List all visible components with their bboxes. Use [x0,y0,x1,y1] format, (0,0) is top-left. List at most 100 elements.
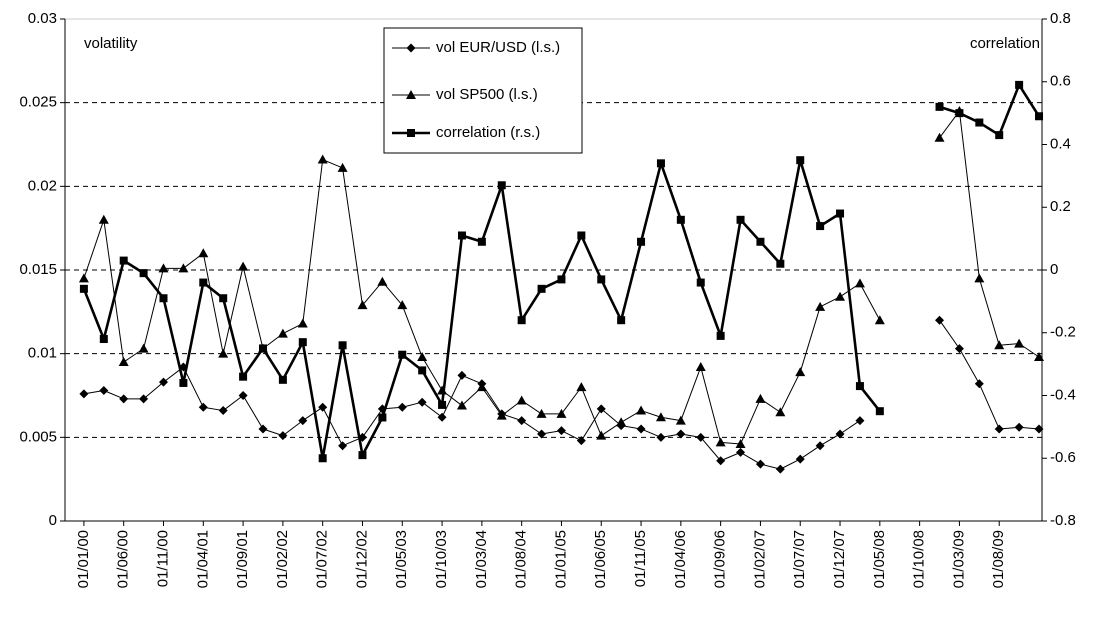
x-tick-label: 01/11/00 [154,530,171,587]
marker [158,377,168,387]
x-tick-label: 01/04/06 [672,530,689,588]
x-tick-label: 01/01/05 [552,530,569,588]
marker [755,393,766,403]
x-tick-label: 01/03/09 [950,530,967,588]
marker [796,156,805,165]
marker [576,382,587,392]
x-tick-label: 01/11/05 [632,530,649,587]
marker [457,370,467,380]
y2-tick-label: -0.6 [1050,449,1076,466]
marker [179,378,188,387]
marker [954,344,964,354]
y-tick-label: 0.025 [19,94,57,111]
marker [516,395,527,405]
legend-label: correlation (r.s.) [436,124,540,141]
marker [1035,112,1044,121]
legend-label: vol EUR/USD (l.s.) [436,39,560,56]
marker [955,109,964,118]
x-tick-label: 01/04/01 [194,530,211,588]
marker [119,256,128,265]
y-tick-label: 0.02 [28,177,57,194]
marker [198,248,209,258]
marker [437,412,447,422]
y-tick-label: 0.03 [28,10,57,27]
y2-tick-label: 0 [1050,261,1058,278]
marker [1014,422,1024,432]
marker [815,301,826,311]
marker [406,90,416,99]
marker [397,402,407,412]
marker [656,159,665,168]
y2-tick-label: 0.4 [1050,135,1071,152]
marker [239,372,248,381]
marker [974,379,984,389]
series-line [939,83,1041,137]
marker [317,154,328,164]
x-tick-label: 01/03/04 [473,530,490,588]
marker [517,416,527,426]
y2-tick-label: 0.8 [1050,10,1071,27]
marker [338,441,348,451]
marker [975,118,984,127]
marker [139,269,148,278]
marker [258,424,268,434]
marker [178,263,189,273]
x-tick-label: 01/10/03 [433,530,450,588]
marker [676,215,685,224]
marker [337,162,348,172]
marker [776,259,785,268]
x-tick-label: 01/05/08 [871,530,888,588]
x-tick-label: 01/12/02 [353,530,370,588]
marker [407,129,415,137]
marker [278,431,288,441]
y-tick-label: 0.015 [19,261,57,278]
x-tick-label: 01/08/04 [513,530,530,588]
marker [198,402,208,412]
marker [1015,80,1024,89]
marker [735,439,746,449]
marker [476,382,487,392]
marker [855,382,864,391]
y2-tick-label: -0.8 [1050,512,1076,529]
marker [278,375,287,384]
marker [675,415,686,425]
marker [357,300,368,310]
y2-tick-label: 0.6 [1050,73,1071,90]
marker [139,394,149,404]
marker [377,276,388,286]
marker [854,278,865,288]
marker [556,408,567,418]
marker [418,366,427,375]
series-line [939,110,1040,358]
y-tick-label: 0 [49,512,57,529]
marker [406,43,416,53]
marker [219,294,228,303]
marker [556,426,566,436]
marker [835,429,845,439]
marker [99,335,108,344]
x-tick-label: 01/07/02 [314,530,331,588]
marker [358,451,367,460]
marker [596,404,606,414]
y-tick-label: 0.005 [19,428,57,445]
marker [755,459,765,469]
marker [437,385,448,395]
marker [695,362,706,372]
marker [456,400,467,410]
x-tick-label: 01/08/09 [990,530,1007,588]
marker [835,291,846,301]
marker [238,261,249,271]
marker [79,284,88,293]
marker [218,406,228,416]
marker [298,416,308,426]
marker [576,436,586,446]
marker [99,385,109,395]
marker [1034,424,1044,434]
marker [716,456,726,466]
marker [159,294,168,303]
annotation: correlation [970,35,1040,52]
marker [138,343,149,353]
legend-label: vol SP500 (l.s.) [436,86,538,103]
marker [637,237,646,246]
marker [277,328,288,338]
